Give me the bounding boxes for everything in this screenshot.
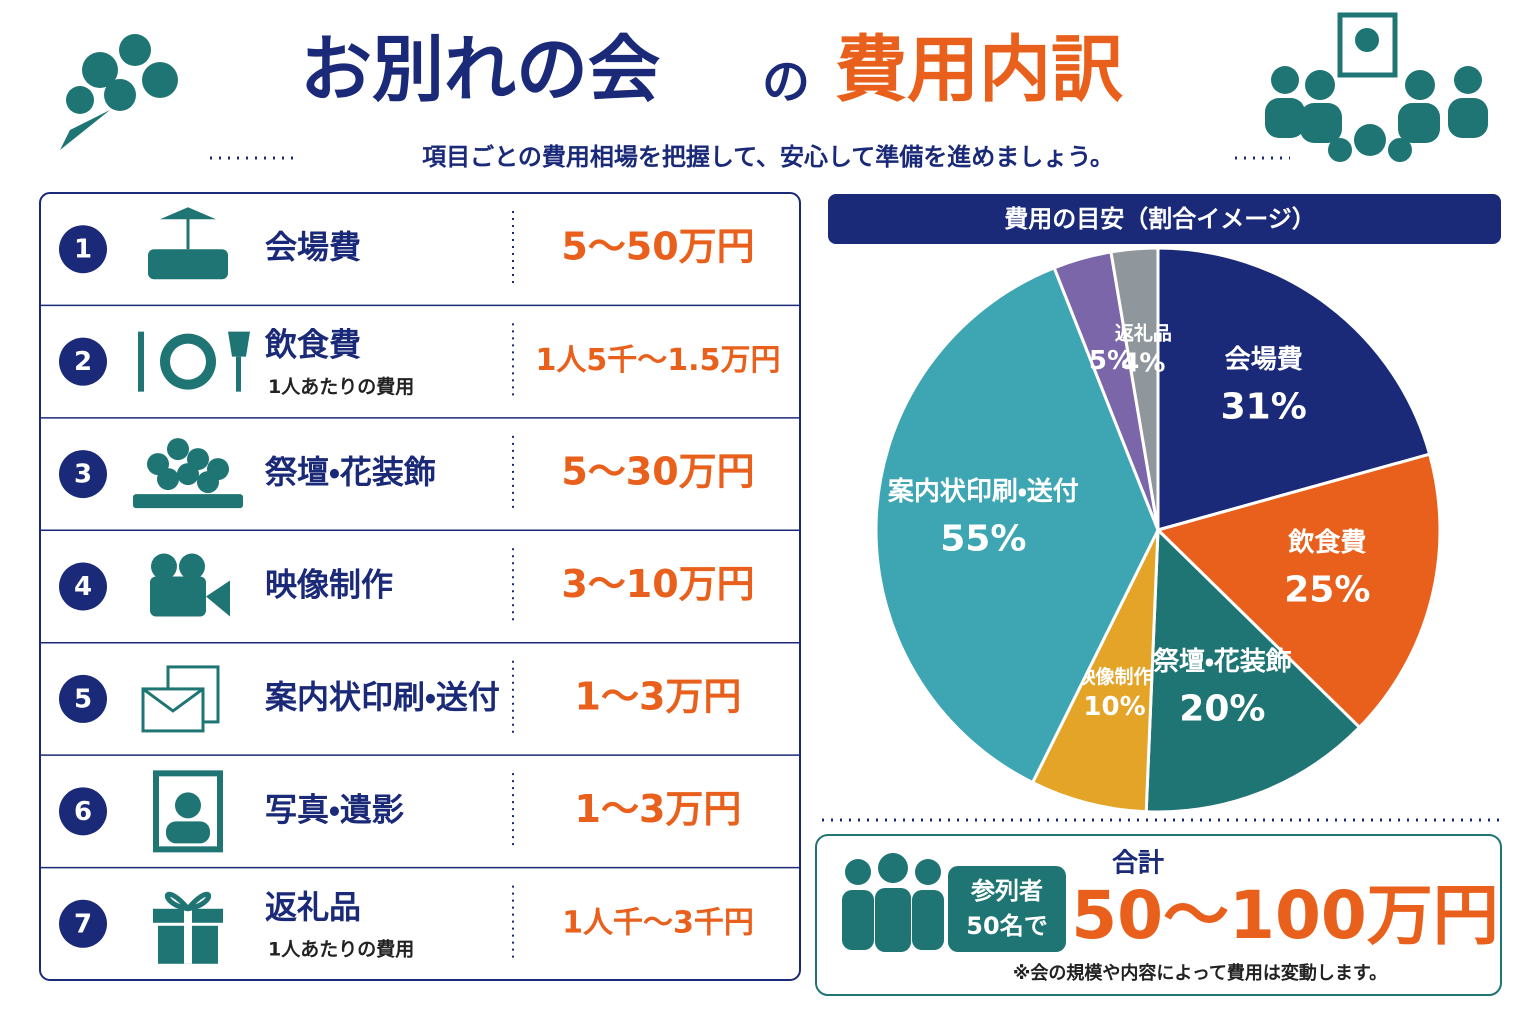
icon [157,468,179,491]
item-amount: 1人千～3千円 [562,905,754,940]
item-icon [148,207,228,280]
item-name: 案内状印刷・送付 [265,678,500,716]
subtitle: 項目ごとの費用相場を把握して、安心して準備を進めましょう。 [422,143,1114,171]
item-name: 会場費 [265,228,361,266]
item-amount: 1～3万円 [575,674,742,718]
title-joint: の [762,54,810,110]
pie-chart: 会場費 31% 飲食費 25% 祭壇・花装飾 20% 映像制作 10% 案内状印刷・送付 55% 5… [874,246,1442,814]
item-number: 5 [74,684,92,714]
item-icon [153,770,223,853]
icon [138,331,144,392]
cost-list: 1 会場費 5～50万円 2 飲食費 1人あたりの費用 1人5千～1.5万円 3 祭壇・花装飾 5… [40,207,800,964]
title-main: お別れの会 [300,28,660,112]
number-badge [59,225,107,274]
slice-label: 映像制作 [1077,665,1153,688]
icon [236,356,241,392]
pie-slice [1144,526,1362,814]
icon [166,821,210,844]
icon [142,687,204,713]
icon [175,792,201,819]
item-name: 祭壇・花装飾 [264,453,436,491]
icon [177,463,199,486]
item-amount: 5～30万円 [561,450,754,494]
title-accent: 費用内訳 [835,28,1123,112]
number-badge [59,674,107,723]
badge-line: 50名で [966,912,1047,940]
attendee-badge [948,866,1066,952]
item-icon [150,553,230,617]
slice-label: 返礼品 [1115,321,1172,344]
item-name: 飲食費 [264,326,361,364]
slice-value: 20% [1179,689,1265,730]
chart-title: 費用の目安（割合イメージ） [1004,205,1316,233]
total-label: 合計 [1112,849,1164,879]
item-note: 1人あたりの費用 [268,375,414,398]
item-name: 映像制作 [265,566,393,604]
item-amount: 1人5千～1.5万円 [536,343,781,378]
total-amount: 50～100万円 [1071,877,1499,954]
icon [151,553,177,580]
item-icon [138,331,250,392]
item-amount: 3～10万円 [561,562,754,606]
slice-label: 飲食費 [1287,527,1366,558]
icon [148,249,228,280]
item-number: 7 [74,909,92,939]
number-badge [59,787,107,836]
item-icon [153,891,223,964]
pie-slice [1030,529,1160,814]
number-badge [59,899,107,948]
item-number: 3 [74,460,92,490]
slice-value: 4% [1121,348,1165,378]
icon [228,331,250,357]
pie-slice [1156,246,1432,532]
cost-list-frame [39,192,801,981]
badge-line: 参列者 [970,877,1043,905]
people-icon [842,853,944,952]
icon [170,343,206,380]
icon [164,891,212,912]
slice-value: 25% [1284,569,1370,610]
item-note: 1人あたりの費用 [268,937,414,960]
slice-value: 55% [940,519,1026,560]
icon [167,438,189,461]
item-name: 写真・遺影 [265,790,404,828]
slice-label: 祭壇・花装飾 [1152,646,1292,677]
pie-slice [1109,246,1160,531]
icon [197,471,219,494]
item-amount: 1～3万円 [575,787,742,831]
icon [150,576,206,617]
icon [160,207,216,220]
item-number: 6 [74,797,92,827]
item-name: 返礼品 [265,888,361,926]
number-badge [59,337,107,386]
pie-slice [874,265,1160,785]
slice-value: 31% [1221,387,1307,428]
slice-label: 会場費 [1225,345,1303,375]
item-amount: 5～50万円 [561,225,754,269]
pie-slice [1155,452,1442,730]
number-badge [59,562,107,611]
number-badge [59,450,107,499]
slice-value: 10% [1083,692,1145,722]
flower-decoration [60,34,178,150]
item-number: 1 [74,235,92,265]
icon [206,580,230,617]
icon [133,494,243,509]
people-decoration [1265,12,1488,162]
slice-label: 案内状印刷・送付 [887,476,1079,507]
item-icon [133,438,243,509]
item-number: 2 [74,347,92,377]
total-note: ※会の規模や内容によって費用は変動します。 [1013,962,1387,984]
item-number: 4 [74,572,92,602]
icon [184,908,192,964]
item-icon [141,665,220,733]
chart-header [828,194,1501,244]
slice-value: 5% [1089,346,1133,376]
icon [179,553,205,580]
